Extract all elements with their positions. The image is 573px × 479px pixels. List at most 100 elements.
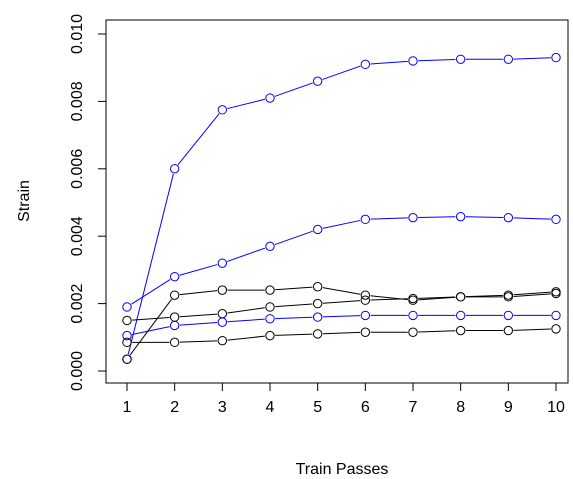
series-3-point [455,310,466,321]
series-6-point [455,325,466,336]
series-1-segment [274,82,313,97]
series-4-point [265,285,275,295]
series-2-segment [274,230,313,246]
series-3-point [265,314,275,324]
series-1-point [312,76,323,86]
series-3-point [217,317,228,327]
series-6-segment [418,330,456,333]
series-3-segment [227,318,265,323]
series-2-segment [418,216,456,219]
series-5-segment [275,303,313,308]
series-1-segment [177,113,220,166]
series-1 [122,52,561,364]
series-2-point [360,214,371,225]
series-2-segment [227,247,266,262]
series-5-segment [370,298,408,301]
series-5-point [169,312,180,322]
series-5-segment [418,296,456,299]
series-4 [122,282,561,364]
series-5 [122,287,561,326]
y-tick-label: 0.008 [69,81,86,121]
series-5-segment [179,313,218,318]
x-tick-label: 5 [313,399,322,416]
series-5-point [122,315,132,326]
series-6-segment [179,340,218,343]
series-1-point [503,54,514,64]
series-1-segment [513,57,551,60]
y-axis: 0.000 0.002 0.004 0.006 0.008 0.010 [69,14,107,391]
series-5-point [455,292,466,302]
series-2-point [169,271,180,282]
series-2-point [122,302,132,312]
series-3 [122,310,561,341]
series-1-segment [127,173,174,355]
x-tick-label: 1 [123,399,132,416]
x-tick-label: 9 [504,399,513,416]
y-tick-label: 0.000 [69,351,86,391]
series-3-segment [322,315,361,318]
series-1-point [169,164,180,174]
series-1-point [455,54,466,64]
series-1-segment [322,65,361,80]
series-2 [122,211,561,312]
series-3-segment [275,316,313,320]
series-5-point [265,302,275,312]
x-tick-label: 3 [218,399,227,416]
series-6-segment [227,335,265,341]
series-4-segment [275,286,313,291]
series-4-segment [322,287,361,295]
series-1-point [360,59,371,70]
x-axis: 1 2 3 4 5 6 7 8 9 10 [123,382,565,416]
series-6-segment [275,333,313,336]
series-2-point [217,258,228,268]
x-tick-label: 7 [409,399,418,416]
series-6-point [503,325,514,336]
series-5-point [408,293,418,304]
series-6-point [265,330,275,341]
series-1-point [551,52,561,63]
x-axis-title: Train Passes [296,461,389,478]
series-1-point [408,56,418,66]
series-2-segment [131,279,171,305]
series-2-segment [322,219,361,229]
y-tick-label: 0.010 [69,14,86,54]
series-5-segment [513,291,551,296]
series-4-point [312,282,323,292]
series-2-point [312,224,323,235]
y-axis-title: Strain [16,180,33,222]
series-5-segment [465,294,504,298]
series-6 [122,324,561,348]
series-3-point [408,310,418,321]
series-6-point [312,329,323,339]
series-5-point [551,287,561,297]
series-6-segment [322,331,361,335]
x-tick-label: 2 [170,399,179,416]
series-5-point [503,290,514,300]
series-1-segment [227,98,266,110]
y-tick-label: 0.004 [69,216,86,256]
series-6-point [551,324,561,334]
series-3-segment [131,326,170,336]
series-3-point [503,310,514,321]
series-6-point [122,337,132,348]
series-5-point [217,309,228,319]
x-tick-label: 8 [456,399,465,416]
series-4-point [169,290,180,300]
series-2-point [551,214,561,225]
x-tick-label: 6 [361,399,370,416]
series-6-point [217,335,228,346]
y-tick-label: 0.002 [69,283,86,323]
series-3-point [122,330,132,341]
series-6-point [360,327,371,337]
series-4-point [122,354,132,364]
series-1-segment [370,60,408,65]
x-tick-label: 4 [266,399,275,416]
series-1-segment [418,58,456,62]
series-3-point [551,310,561,321]
series-6-segment [513,328,551,331]
series-5-segment [322,300,361,304]
series-2-segment [465,216,504,219]
series-6-point [169,337,180,348]
series-4-point [360,290,371,300]
